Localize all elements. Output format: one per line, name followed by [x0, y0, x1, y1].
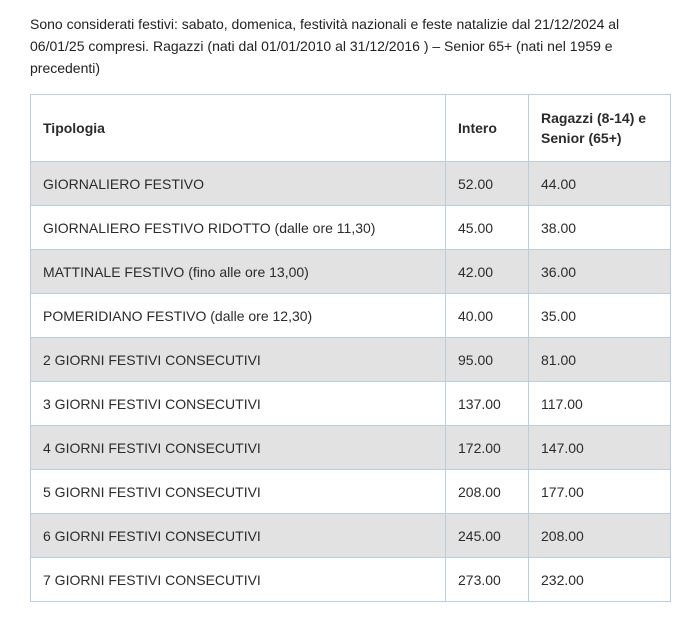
cell-tipologia: 6 GIORNI FESTIVI CONSECUTIVI — [30, 513, 446, 558]
table-header: Tipologia Intero Ragazzi (8-14) e Senior… — [30, 94, 671, 162]
cell-ragazzi: 36.00 — [528, 249, 671, 294]
cell-intero: 45.00 — [445, 205, 529, 250]
table-row: GIORNALIERO FESTIVO RIDOTTO (dalle ore 1… — [30, 205, 671, 250]
cell-ragazzi: 208.00 — [528, 513, 671, 558]
pricing-table: Tipologia Intero Ragazzi (8-14) e Senior… — [30, 94, 671, 602]
cell-intero: 137.00 — [445, 381, 529, 426]
cell-tipologia: 2 GIORNI FESTIVI CONSECUTIVI — [30, 337, 446, 382]
cell-tipologia: 5 GIORNI FESTIVI CONSECUTIVI — [30, 469, 446, 514]
table-row: 4 GIORNI FESTIVI CONSECUTIVI 172.00 147.… — [30, 425, 671, 470]
table-body: GIORNALIERO FESTIVO 52.00 44.00 GIORNALI… — [30, 161, 671, 602]
cell-intero: 208.00 — [445, 469, 529, 514]
cell-tipologia: 3 GIORNI FESTIVI CONSECUTIVI — [30, 381, 446, 426]
cell-tipologia: 7 GIORNI FESTIVI CONSECUTIVI — [30, 557, 446, 602]
cell-ragazzi: 35.00 — [528, 293, 671, 338]
cell-intero: 52.00 — [445, 161, 529, 206]
column-header-intero: Intero — [445, 94, 529, 162]
cell-intero: 172.00 — [445, 425, 529, 470]
cell-ragazzi: 147.00 — [528, 425, 671, 470]
table-row: 3 GIORNI FESTIVI CONSECUTIVI 137.00 117.… — [30, 381, 671, 426]
cell-intero: 40.00 — [445, 293, 529, 338]
cell-intero: 273.00 — [445, 557, 529, 602]
column-header-ragazzi-senior: Ragazzi (8-14) e Senior (65+) — [528, 94, 671, 162]
table-row: 2 GIORNI FESTIVI CONSECUTIVI 95.00 81.00 — [30, 337, 671, 382]
cell-ragazzi: 38.00 — [528, 205, 671, 250]
table-row: 6 GIORNI FESTIVI CONSECUTIVI 245.00 208.… — [30, 513, 671, 558]
table-row: MATTINALE FESTIVO (fino alle ore 13,00) … — [30, 249, 671, 294]
cell-intero: 42.00 — [445, 249, 529, 294]
cell-ragazzi: 232.00 — [528, 557, 671, 602]
cell-intero: 245.00 — [445, 513, 529, 558]
table-row: POMERIDIANO FESTIVO (dalle ore 12,30) 40… — [30, 293, 671, 338]
table-header-row: Tipologia Intero Ragazzi (8-14) e Senior… — [30, 94, 671, 162]
cell-tipologia: POMERIDIANO FESTIVO (dalle ore 12,30) — [30, 293, 446, 338]
cell-tipologia: GIORNALIERO FESTIVO — [30, 161, 446, 206]
table-row: 7 GIORNI FESTIVI CONSECUTIVI 273.00 232.… — [30, 557, 671, 602]
cell-intero: 95.00 — [445, 337, 529, 382]
cell-tipologia: GIORNALIERO FESTIVO RIDOTTO (dalle ore 1… — [30, 205, 446, 250]
column-header-tipologia: Tipologia — [30, 94, 446, 162]
cell-tipologia: 4 GIORNI FESTIVI CONSECUTIVI — [30, 425, 446, 470]
cell-ragazzi: 44.00 — [528, 161, 671, 206]
cell-tipologia: MATTINALE FESTIVO (fino alle ore 13,00) — [30, 249, 446, 294]
cell-ragazzi: 81.00 — [528, 337, 671, 382]
cell-ragazzi: 177.00 — [528, 469, 671, 514]
page: Sono considerati festivi: sabato, domeni… — [30, 16, 671, 602]
intro-text: Sono considerati festivi: sabato, domeni… — [30, 16, 620, 76]
cell-ragazzi: 117.00 — [528, 381, 671, 426]
table-row: GIORNALIERO FESTIVO 52.00 44.00 — [30, 161, 671, 206]
table-row: 5 GIORNI FESTIVI CONSECUTIVI 208.00 177.… — [30, 469, 671, 514]
